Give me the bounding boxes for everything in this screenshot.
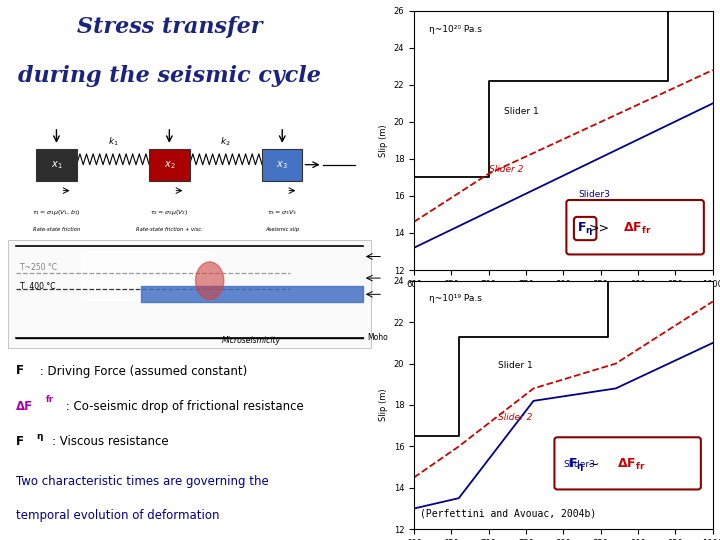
Text: ΔF: ΔF xyxy=(16,400,33,413)
Text: : Viscous resistance: : Viscous resistance xyxy=(53,435,169,448)
FancyBboxPatch shape xyxy=(567,200,704,254)
Y-axis label: Slip (m): Slip (m) xyxy=(379,389,388,421)
Text: >>: >> xyxy=(589,222,610,235)
Text: $\mathbf{\Delta F_{fr}}$: $\mathbf{\Delta F_{fr}}$ xyxy=(623,221,652,236)
Text: (Perfettini and Avouac, 2004b): (Perfettini and Avouac, 2004b) xyxy=(420,509,596,519)
Text: η: η xyxy=(36,432,42,441)
Text: Slider3: Slider3 xyxy=(563,460,595,469)
Polygon shape xyxy=(81,251,210,300)
Text: F: F xyxy=(16,364,24,377)
FancyBboxPatch shape xyxy=(262,148,302,181)
Text: ~: ~ xyxy=(588,457,599,471)
Text: F: F xyxy=(16,435,24,448)
Text: $\mathbf{F_{\eta}}$: $\mathbf{F_{\eta}}$ xyxy=(577,220,593,237)
Text: Microseismicity: Microseismicity xyxy=(222,336,281,345)
FancyBboxPatch shape xyxy=(554,437,701,489)
Text: Moho: Moho xyxy=(367,333,387,342)
Text: $\mathbf{F_{\eta}}$: $\mathbf{F_{\eta}}$ xyxy=(568,456,585,473)
Text: Two characteristic times are governing the: Two characteristic times are governing t… xyxy=(16,475,269,488)
Text: η~10²⁰ Pa.s: η~10²⁰ Pa.s xyxy=(429,24,482,33)
Text: Rate-state friction: Rate-state friction xyxy=(33,227,80,232)
X-axis label: Time (yr): Time (yr) xyxy=(544,294,582,303)
Text: $\tau_1=\sigma_1\mu(V_1,b_1)$: $\tau_1=\sigma_1\mu(V_1,b_1)$ xyxy=(32,208,81,217)
Text: T  400 °C: T 400 °C xyxy=(20,282,55,291)
Text: $k_1$: $k_1$ xyxy=(107,136,118,149)
Text: Slider 2: Slider 2 xyxy=(498,413,532,422)
Text: η~10¹⁹ Pa.s: η~10¹⁹ Pa.s xyxy=(429,294,482,303)
Text: : Co-seismic drop of frictional resistance: : Co-seismic drop of frictional resistan… xyxy=(63,400,305,413)
Text: fr: fr xyxy=(46,395,55,404)
FancyBboxPatch shape xyxy=(8,240,371,348)
Text: Rate-state friction + visc.: Rate-state friction + visc. xyxy=(136,227,203,232)
FancyBboxPatch shape xyxy=(149,148,189,181)
Text: $\tau_2=\sigma_2\mu(V_2)$: $\tau_2=\sigma_2\mu(V_2)$ xyxy=(150,208,189,217)
Circle shape xyxy=(196,262,224,300)
Text: $x_3$: $x_3$ xyxy=(276,159,288,171)
Y-axis label: Slip (m): Slip (m) xyxy=(379,124,388,157)
Text: Slider 1: Slider 1 xyxy=(503,107,539,117)
Text: T~250 °C: T~250 °C xyxy=(20,263,57,272)
Text: during the seismic cycle: during the seismic cycle xyxy=(18,65,321,87)
FancyBboxPatch shape xyxy=(36,148,76,181)
Text: Slider3: Slider3 xyxy=(578,191,611,199)
Text: $x_2$: $x_2$ xyxy=(163,159,175,171)
Text: temporal evolution of deformation: temporal evolution of deformation xyxy=(16,509,220,522)
Text: Aseismic slip: Aseismic slip xyxy=(265,227,300,232)
Text: $x_1$: $x_1$ xyxy=(50,159,62,171)
Text: : Driving Force (assumed constant): : Driving Force (assumed constant) xyxy=(36,364,248,377)
Text: $\mathbf{\Delta F_{fr}}$: $\mathbf{\Delta F_{fr}}$ xyxy=(617,457,646,472)
Text: $k_2$: $k_2$ xyxy=(220,136,231,149)
Text: Slider 1: Slider 1 xyxy=(498,361,532,370)
Text: $\tau_3=\sigma_3 V_3$: $\tau_3=\sigma_3 V_3$ xyxy=(267,208,297,217)
Text: Stress transfer: Stress transfer xyxy=(76,16,262,38)
Text: Slider 2: Slider 2 xyxy=(489,165,523,173)
